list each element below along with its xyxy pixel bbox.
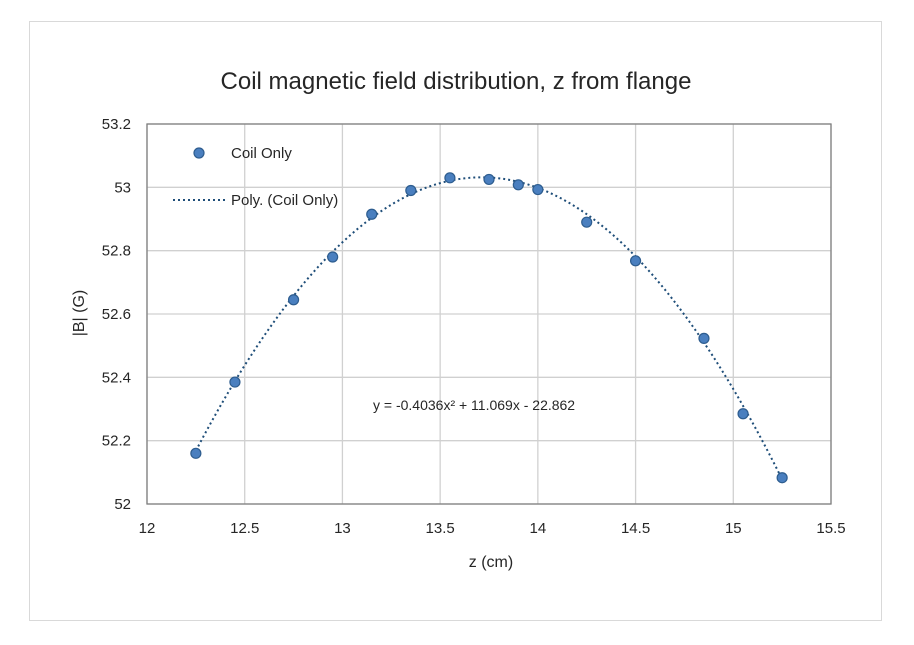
x-tick-label: 12.5 (230, 520, 259, 537)
x-tick-label: 13 (334, 520, 351, 537)
data-point (512, 179, 524, 191)
x-tick-label: 15 (725, 520, 742, 537)
plot-area-border (146, 123, 832, 505)
data-point (737, 408, 749, 420)
tick-labels: 12 12.5 13 13.5 14 14.5 15 15.5 52 52.2 52.4 52.6 52… (102, 116, 846, 537)
y-tick-label: 52.8 (102, 243, 131, 260)
x-tick-label: 13.5 (426, 520, 455, 537)
chart-area: Coil magnetic field distribution, z from… (29, 21, 882, 621)
y-axis-title: |B| (G) (71, 290, 88, 337)
data-points (190, 172, 788, 484)
data-point (698, 332, 710, 344)
y-tick-label: 52.2 (102, 433, 131, 450)
data-point (327, 251, 339, 263)
data-point (532, 183, 544, 196)
x-tick-label: 14 (530, 520, 547, 537)
data-point (776, 472, 788, 484)
x-tick-label: 14.5 (621, 520, 650, 537)
legend: Coil Only Poly. (Coil Only) (173, 145, 338, 209)
chart-title: Coil magnetic field distribution, z from… (221, 68, 692, 95)
y-tick-label: 53.2 (102, 116, 131, 133)
x-axis-title: z (cm) (469, 554, 513, 571)
legend-label-coil-only: Coil Only (231, 145, 292, 162)
legend-marker-coil-only (193, 147, 205, 159)
data-point (483, 173, 495, 186)
legend-label-poly: Poly. (Coil Only) (231, 192, 338, 209)
y-tick-label: 52.4 (102, 369, 131, 386)
data-point (229, 376, 241, 388)
y-tick-label: 53 (114, 179, 131, 196)
data-point (287, 294, 300, 306)
x-tick-label: 15.5 (816, 520, 845, 537)
trendline-poly (194, 176, 784, 480)
data-point (581, 216, 593, 228)
data-point (190, 447, 202, 459)
data-point (629, 255, 642, 267)
chart-svg: Coil magnetic field distribution, z from… (71, 68, 846, 571)
data-point (366, 208, 378, 220)
y-tick-label: 52.6 (102, 306, 131, 323)
trendline-equation: y = -0.4036x² + 11.069x - 22.862 (373, 397, 575, 413)
x-tick-label: 12 (139, 520, 156, 537)
data-point (444, 172, 456, 184)
data-point (405, 184, 417, 197)
y-tick-label: 52 (114, 496, 131, 513)
gridlines (146, 123, 832, 505)
